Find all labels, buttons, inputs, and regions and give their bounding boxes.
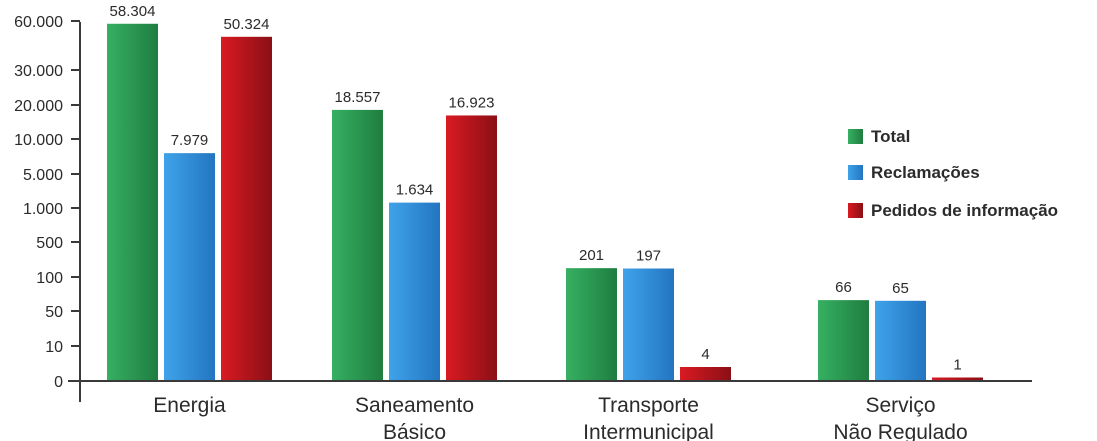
legend: Total Reclamações Pedidos de informação bbox=[848, 127, 1058, 220]
y-tick-label: 5.000 bbox=[23, 167, 63, 184]
bar-total-1 bbox=[332, 109, 383, 382]
x-axis: Energia Saneamento Básico Transporte Intermu… bbox=[68, 380, 1032, 441]
data-label: 58.304 bbox=[110, 3, 156, 20]
data-label: 65 bbox=[892, 280, 909, 297]
data-label: 1 bbox=[953, 357, 961, 374]
y-tick-label: 50 bbox=[45, 304, 63, 321]
legend-label: Pedidos de informação bbox=[871, 201, 1058, 220]
data-label: 16.923 bbox=[449, 94, 495, 111]
bar-reclama-es-1 bbox=[389, 202, 440, 381]
y-tick-label: 500 bbox=[36, 235, 63, 252]
x-category-label: Transporte bbox=[598, 394, 699, 417]
bar-pedidos-de-informa-o-2 bbox=[680, 367, 731, 381]
data-label: 7.979 bbox=[171, 132, 209, 149]
data-label: 4 bbox=[701, 346, 709, 363]
bar-total-3 bbox=[818, 300, 869, 381]
data-label: 197 bbox=[636, 248, 661, 265]
legend-swatch bbox=[848, 129, 863, 144]
data-label: 201 bbox=[579, 247, 604, 264]
bar-total-2 bbox=[566, 268, 617, 381]
y-tick-label: 0 bbox=[54, 374, 63, 391]
bar-reclama-es-2 bbox=[623, 268, 674, 381]
y-tick-label: 30.000 bbox=[14, 63, 63, 80]
legend-swatch bbox=[848, 203, 863, 218]
y-tick-label: 20.000 bbox=[14, 98, 63, 115]
y-tick-label: 1.000 bbox=[23, 201, 63, 218]
x-category-label: Não Regulado bbox=[833, 421, 967, 441]
data-label: 18.557 bbox=[335, 89, 381, 106]
bar-pedidos-de-informa-o-3 bbox=[932, 377, 983, 381]
data-label: 66 bbox=[835, 279, 852, 296]
bar-reclama-es-3 bbox=[875, 300, 926, 381]
bar-pedidos-de-informa-o-0 bbox=[221, 36, 272, 381]
y-tick-label: 10.000 bbox=[14, 132, 63, 149]
bars: 58.304 7.979 50.324 18.557 1.634 16.923 201 197… bbox=[107, 3, 983, 382]
bar-total-0 bbox=[107, 23, 158, 381]
x-category-label: Intermunicipal bbox=[583, 421, 714, 441]
data-label: 50.324 bbox=[224, 16, 270, 33]
x-category-label: Serviço bbox=[865, 394, 935, 417]
legend-swatch bbox=[848, 165, 863, 180]
y-tick-label: 100 bbox=[36, 270, 63, 287]
y-tick-label: 10 bbox=[45, 339, 63, 356]
x-category-label: Básico bbox=[383, 421, 446, 441]
legend-item: Reclamações bbox=[848, 163, 980, 182]
bar-pedidos-de-informa-o-1 bbox=[446, 115, 497, 382]
data-label: 1.634 bbox=[396, 182, 434, 199]
bar-reclama-es-0 bbox=[164, 153, 215, 381]
legend-label: Total bbox=[871, 127, 910, 146]
x-category-label: Saneamento bbox=[355, 394, 474, 417]
y-tick-label: 60.000 bbox=[14, 14, 63, 31]
legend-label: Reclamações bbox=[871, 163, 980, 182]
y-axis: 0 10 50 100 500 1.000 5.000 10.000 20.000 30.000 6… bbox=[14, 14, 81, 402]
x-category-label: Energia bbox=[153, 394, 226, 417]
legend-item: Total bbox=[848, 127, 910, 146]
legend-item: Pedidos de informação bbox=[848, 201, 1058, 220]
